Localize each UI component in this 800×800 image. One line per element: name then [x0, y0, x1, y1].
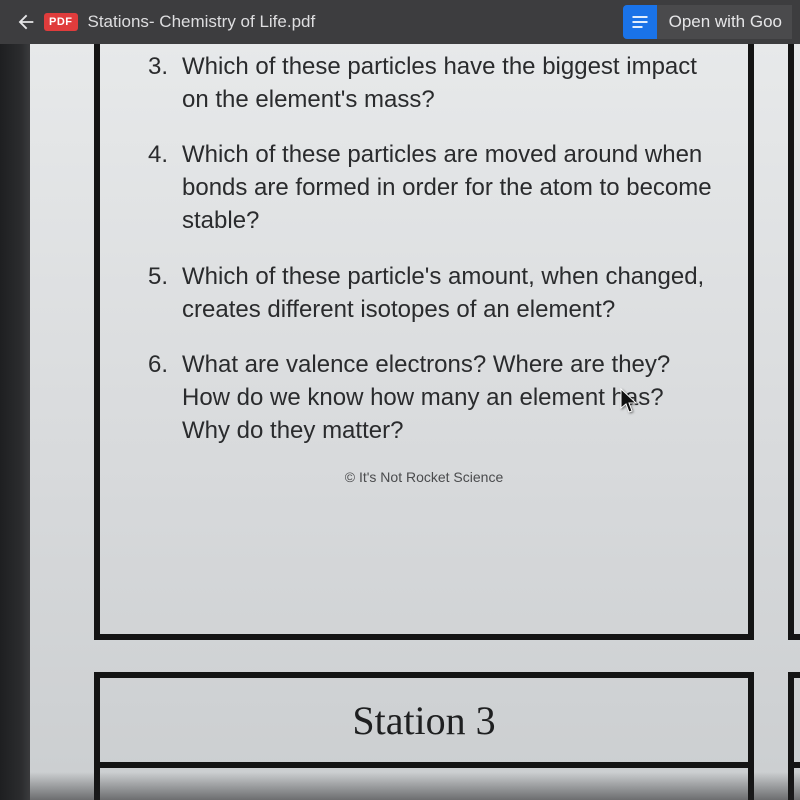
back-arrow-icon[interactable]: [8, 11, 44, 33]
pdf-badge: PDF: [44, 13, 78, 31]
document-page: 3. Which of these particles have the big…: [30, 44, 800, 800]
question-number: 4.: [136, 138, 182, 237]
question-item: 6. What are valence electrons? Where are…: [136, 348, 712, 447]
question-number: 3.: [136, 50, 182, 116]
left-edge-strip: [0, 44, 30, 800]
station-header: Station 3: [100, 678, 748, 768]
open-with-button[interactable]: Open with Goo: [623, 5, 792, 39]
question-text: Which of these particles have the bigges…: [182, 50, 712, 116]
worksheet-card-2-adjacent: [788, 672, 800, 800]
question-text: Which of these particles are moved aroun…: [182, 138, 712, 237]
worksheet-card-1-adjacent: [788, 44, 800, 640]
app-topbar: PDF Stations- Chemistry of Life.pdf Open…: [0, 0, 800, 44]
question-number: 6.: [136, 348, 182, 447]
question-item: 3. Which of these particles have the big…: [136, 50, 712, 116]
question-item: 5. Which of these particle's amount, whe…: [136, 260, 712, 326]
question-text: Which of these particle's amount, when c…: [182, 260, 712, 326]
copyright-text: © It's Not Rocket Science: [136, 469, 712, 485]
open-with-app-icon: [623, 5, 657, 39]
open-with-label: Open with Goo: [657, 12, 792, 32]
worksheet-card-2: Station 3: [94, 672, 754, 800]
question-text: What are valence electrons? Where are th…: [182, 348, 712, 447]
question-number: 5.: [136, 260, 182, 326]
station-title: Station 3: [352, 697, 495, 744]
worksheet-card-1: 3. Which of these particles have the big…: [94, 44, 754, 640]
question-item: 4. Which of these particles are moved ar…: [136, 138, 712, 237]
question-list: 3. Which of these particles have the big…: [136, 50, 712, 447]
file-title: Stations- Chemistry of Life.pdf: [88, 12, 615, 32]
